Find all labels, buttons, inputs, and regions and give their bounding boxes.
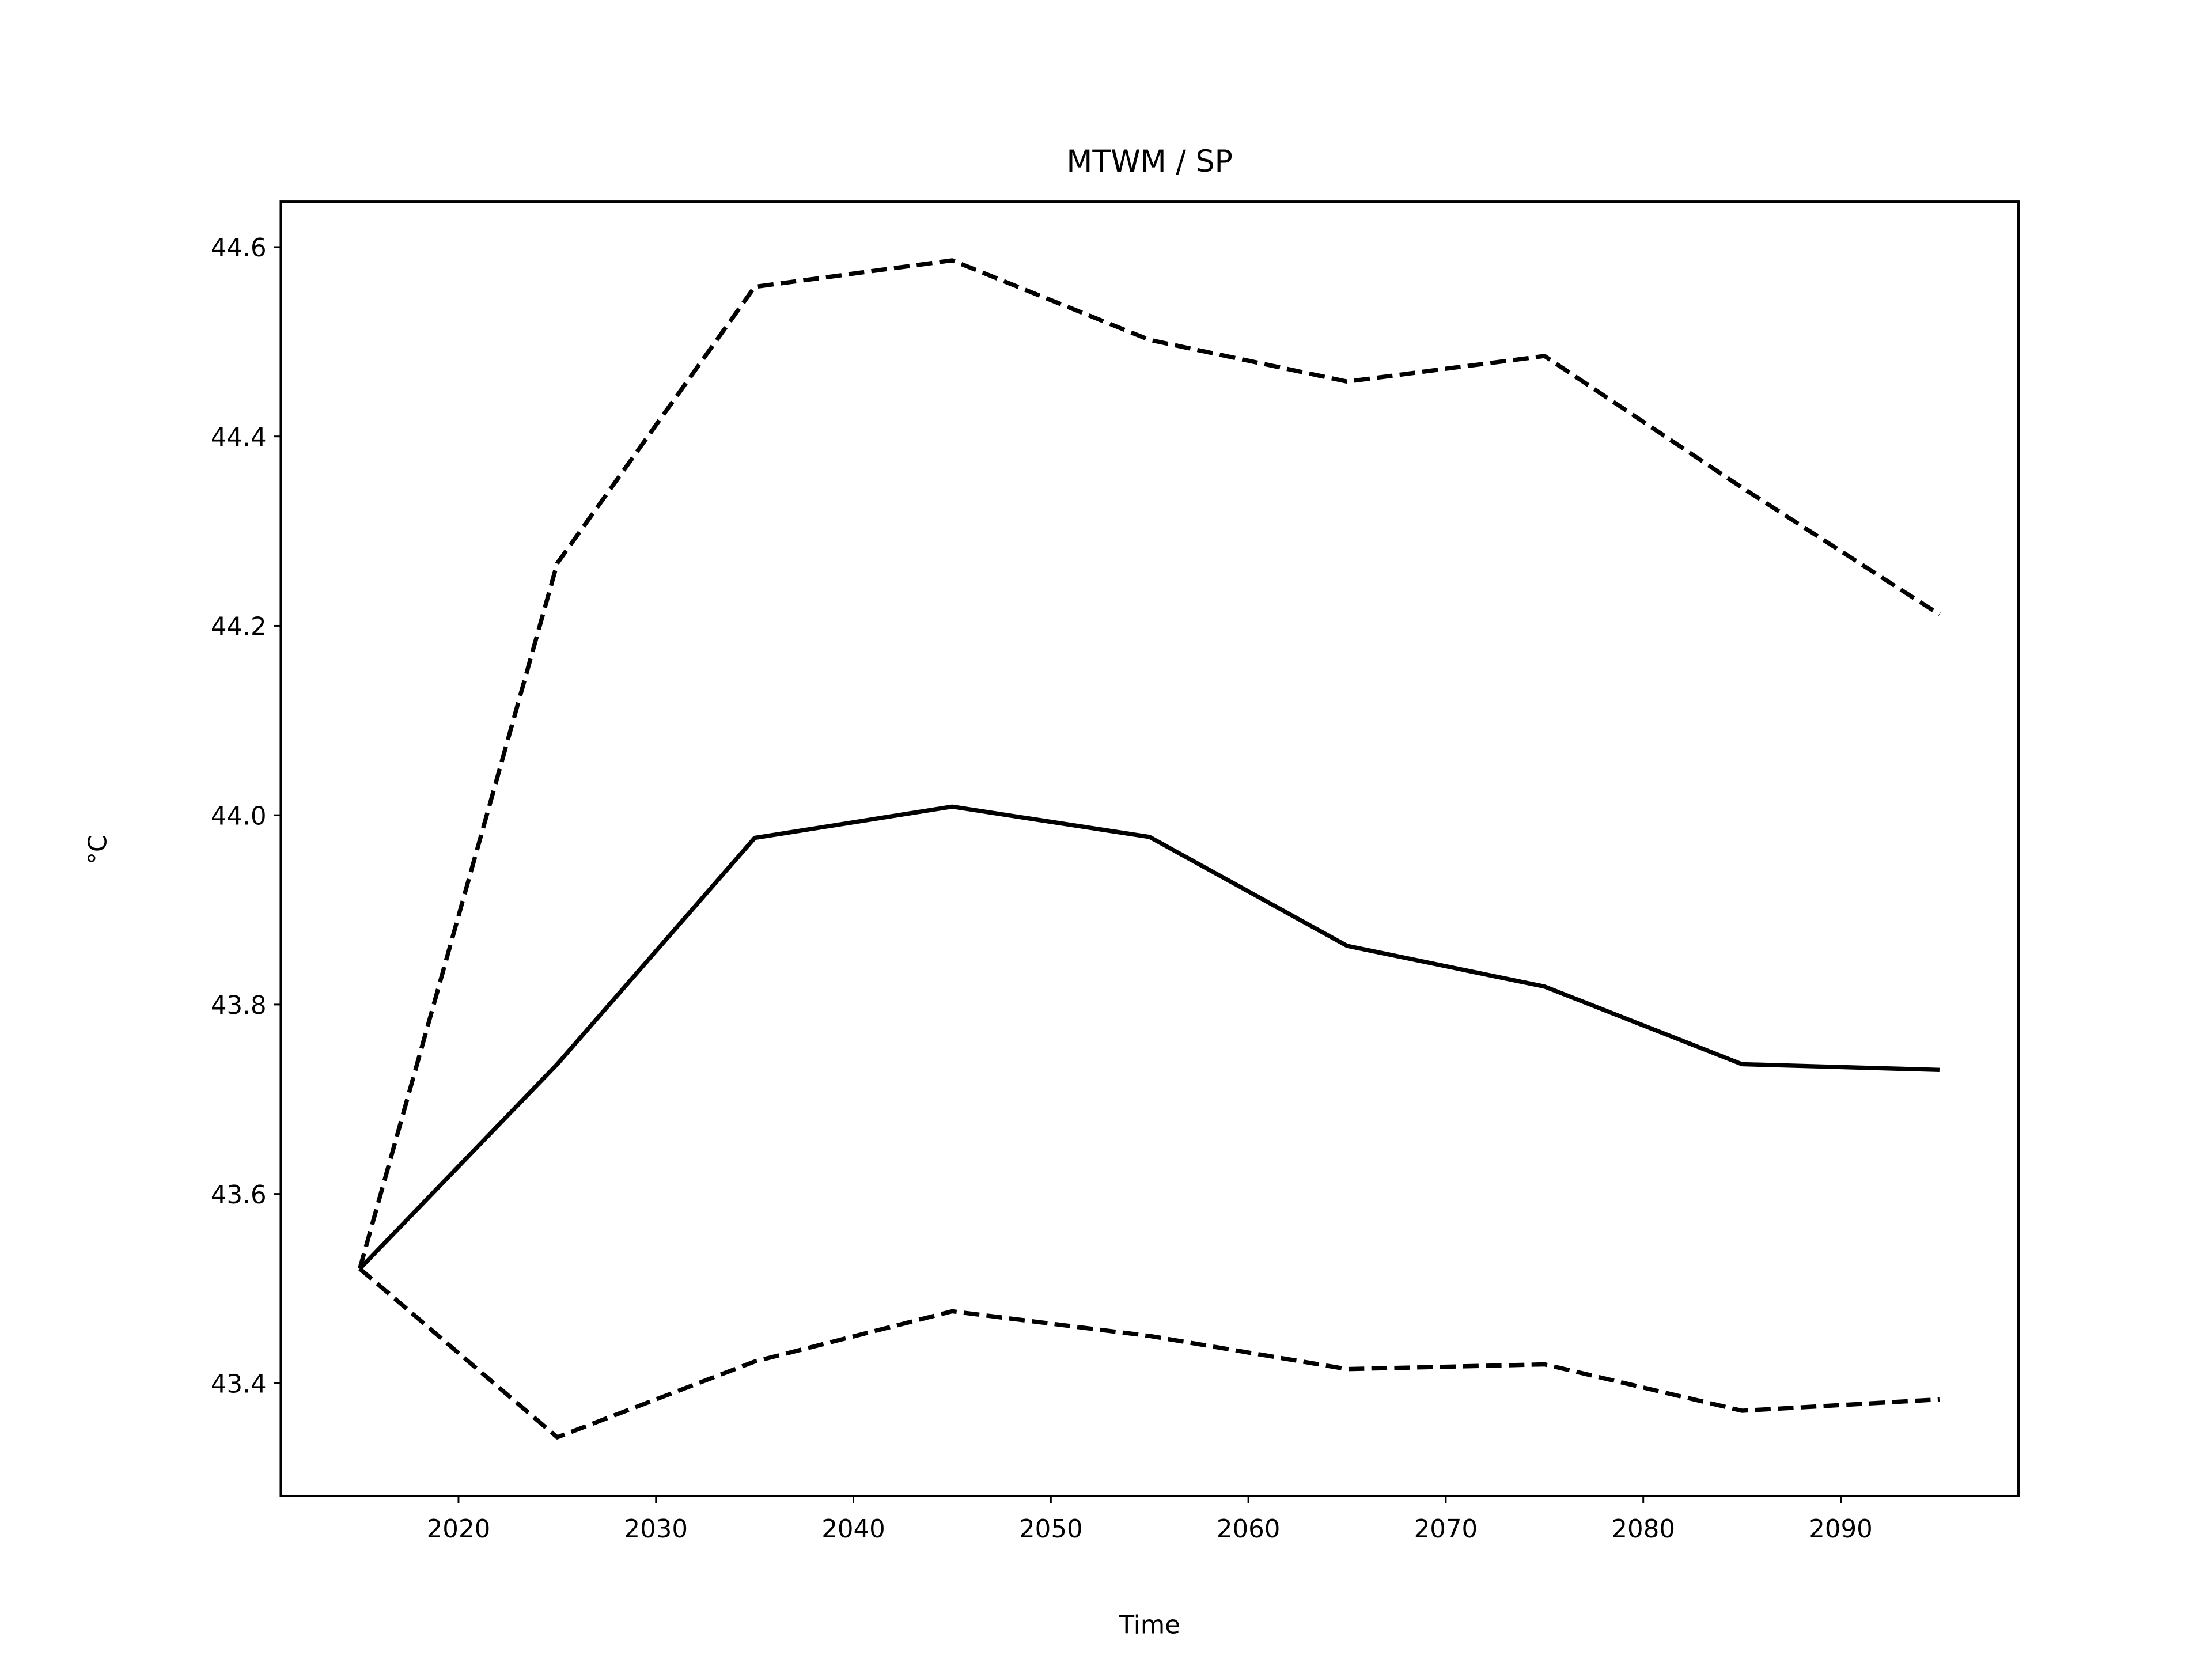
x-tick-label: 2030 <box>624 1515 688 1544</box>
y-tick-label: 44.2 <box>211 613 267 642</box>
y-tick-label: 44.4 <box>211 423 267 452</box>
x-axis-label: Time <box>1119 1611 1180 1639</box>
y-tick-label: 44.6 <box>211 234 267 263</box>
y-tick-label: 43.8 <box>211 991 267 1020</box>
y-tick-label: 43.6 <box>211 1181 267 1210</box>
y-tick-label: 43.4 <box>211 1370 267 1399</box>
line-series <box>357 258 1941 1270</box>
x-tick-label: 2080 <box>1611 1515 1675 1544</box>
y-tick-label: 44.0 <box>211 802 267 831</box>
x-tick-label: 2050 <box>1019 1515 1083 1544</box>
x-tick-label: 2090 <box>1809 1515 1873 1544</box>
x-tick-label: 2020 <box>427 1515 491 1544</box>
line-series <box>358 1267 1940 1440</box>
plot-frame <box>279 200 2020 1497</box>
x-tick-label: 2040 <box>821 1515 885 1544</box>
y-axis-label: °C <box>84 835 113 865</box>
line-series <box>358 804 1940 1271</box>
x-tick-label: 2070 <box>1414 1515 1478 1544</box>
chart-title: MTWM / SP <box>1066 145 1233 179</box>
x-tick-label: 2060 <box>1217 1515 1281 1544</box>
